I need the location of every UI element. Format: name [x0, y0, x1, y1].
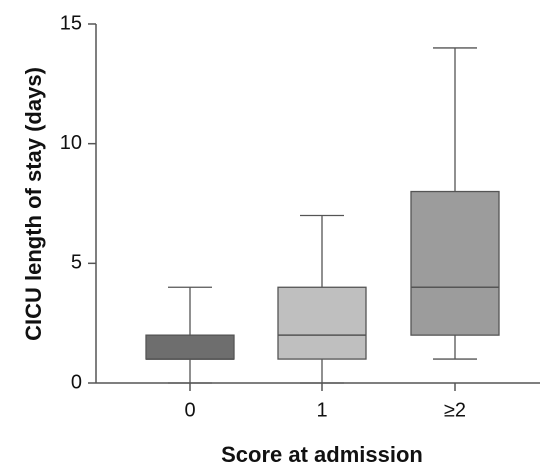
x-axis-title: Score at admission	[221, 442, 423, 467]
box	[410, 190, 500, 336]
y-tick-label: 0	[71, 371, 82, 393]
y-tick-label: 5	[71, 252, 82, 274]
x-tick-label: ≥2	[444, 399, 466, 421]
y-axis-title: CICU length of stay (days)	[21, 67, 46, 341]
y-tick-label: 15	[60, 12, 82, 34]
x-tick-label: 0	[184, 399, 195, 421]
y-tick-label: 10	[60, 132, 82, 154]
box	[145, 334, 235, 360]
x-tick-label: 1	[316, 399, 327, 421]
box	[277, 286, 367, 360]
